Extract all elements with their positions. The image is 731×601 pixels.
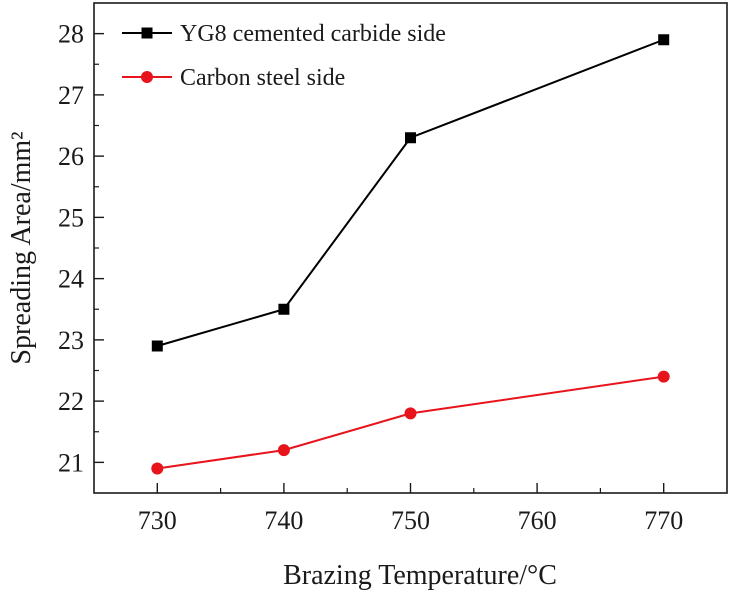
legend-marker [141, 71, 153, 83]
series-line [157, 38, 665, 347]
x-axis-title: Brazing Temperature/°C [283, 560, 557, 591]
axes-layer: 730 740 750 760 770 21 22 23 24 25 26 27 28 [58, 2, 728, 535]
series-1 [151, 34, 670, 352]
y-tick-label: 28 [58, 20, 84, 49]
y-tick-label: 23 [58, 326, 84, 355]
y-tick-label: 26 [58, 142, 84, 171]
y-axis-title: Spreading Area/mm² [6, 131, 37, 364]
data-point [404, 407, 417, 420]
data-point [278, 303, 290, 315]
legend-marker [141, 27, 153, 39]
y-tick-label: 24 [58, 265, 84, 294]
y-tick-label: 22 [58, 387, 84, 416]
data-point [151, 462, 164, 475]
x-tick-label: 760 [518, 506, 557, 535]
plot-layer [151, 34, 670, 475]
data-point [657, 370, 670, 383]
y-tick-label: 25 [58, 203, 84, 232]
y-tick-label: 27 [58, 81, 84, 110]
x-tick-label: 770 [644, 506, 683, 535]
x-tick-label: 740 [264, 506, 303, 535]
y-tick-label: 21 [58, 448, 84, 477]
data-point [405, 132, 416, 144]
data-point [151, 340, 163, 352]
x-tick-label: 750 [391, 506, 430, 535]
x-tick-label: 730 [138, 506, 177, 535]
legend-entry-1: YG8 cemented carbide side [122, 21, 446, 47]
legend: YG8 cemented carbide side Carbon steel si… [122, 21, 446, 91]
legend-label: YG8 cemented carbide side [180, 21, 446, 47]
legend-entry-2: Carbon steel side [122, 65, 345, 91]
series-line [157, 375, 664, 470]
data-point [658, 34, 670, 46]
data-point [277, 444, 290, 457]
legend-label: Carbon steel side [180, 65, 345, 91]
series-2 [151, 370, 670, 475]
